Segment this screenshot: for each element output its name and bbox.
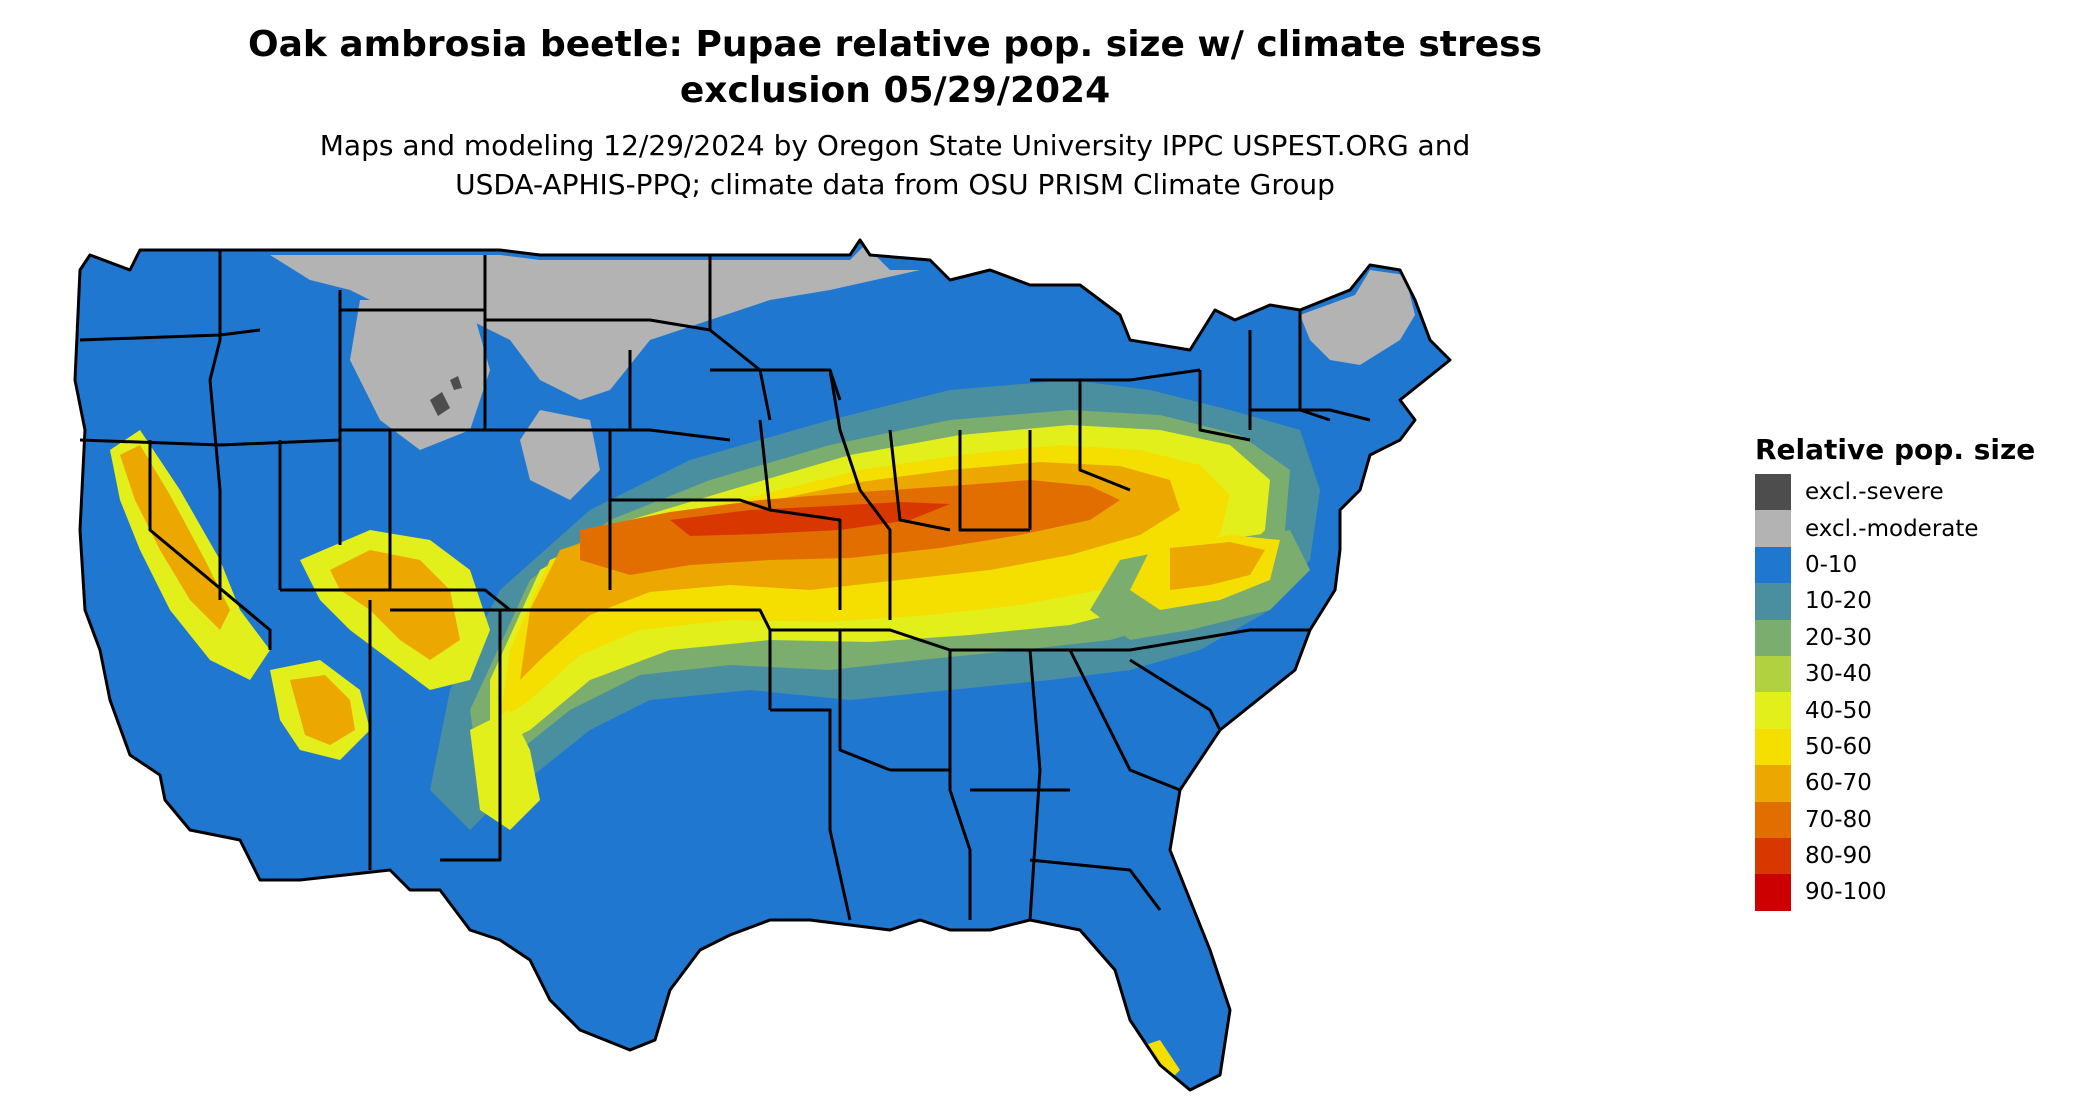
map-subtitle: Maps and modeling 12/29/2024 by Oregon S… [0,126,1790,204]
legend-label: 50-60 [1805,733,1872,760]
map-title-line-1: Oak ambrosia beetle: Pupae relative pop.… [247,24,1543,65]
legend-item: 80-90 [1755,837,2085,875]
exclusion-severe-zones [430,376,462,416]
legend-label: excl.-moderate [1805,515,1979,542]
legend-item: 90-100 [1755,874,2085,911]
legend-label: 30-40 [1805,661,1872,688]
legend-swatch [1755,874,1791,911]
legend-swatch [1755,765,1791,802]
legend-item: 20-30 [1755,619,2085,656]
legend-item: 10-20 [1755,583,2085,620]
legend-swatch [1755,728,1791,766]
legend-item: 50-60 [1755,728,2085,766]
legend-swatch [1755,837,1791,875]
map-title-line-2: exclusion 05/29/2024 [679,70,1111,111]
legend-label: excl.-severe [1805,479,1944,506]
legend-item: 60-70 [1755,765,2085,802]
legend-swatch [1755,546,1791,584]
legend-label: 10-20 [1805,588,1872,615]
title-block: Oak ambrosia beetle: Pupae relative pop.… [0,22,1790,204]
legend-label: 60-70 [1805,770,1872,797]
legend-item: 0-10 [1755,546,2085,584]
population-band [430,380,1320,830]
legend-label: 90-100 [1805,879,1887,906]
legend-label: 20-30 [1805,624,1872,651]
legend-items: excl.-severe excl.-moderate 0-10 10-20 20-30… [1755,474,2085,911]
southeast-band [1090,530,1310,1090]
legend-label: 40-50 [1805,697,1872,724]
us-map [73,238,1452,1092]
legend-swatch [1755,692,1791,729]
legend-label: 80-90 [1805,843,1872,870]
exclusion-moderate-zones [270,245,1415,500]
legend-item: excl.-severe [1755,474,2085,511]
map-subtitle-line-2: USDA-APHIS-PPQ; climate data from OSU PR… [455,168,1335,201]
legend-title: Relative pop. size [1755,433,2036,466]
legend-swatch [1755,619,1791,656]
map-title: Oak ambrosia beetle: Pupae relative pop.… [0,22,1790,114]
legend-item: 40-50 [1755,692,2085,729]
legend-item: 70-80 [1755,801,2085,838]
map-legend: Relative pop. size excl.-severe excl.-mod… [1755,432,2085,911]
state-borders [73,238,1452,1092]
map-subtitle-line-1: Maps and modeling 12/29/2024 by Oregon S… [319,129,1471,162]
legend-item: excl.-moderate [1755,510,2085,547]
legend-label: 0-10 [1805,551,1858,578]
legend-swatch [1755,655,1791,693]
legend-swatch [1755,801,1791,838]
legend-label: 70-80 [1805,806,1872,833]
legend-swatch [1755,583,1791,620]
legend-item: 30-40 [1755,655,2085,693]
legend-swatch [1755,510,1791,547]
legend-swatch [1755,474,1791,511]
